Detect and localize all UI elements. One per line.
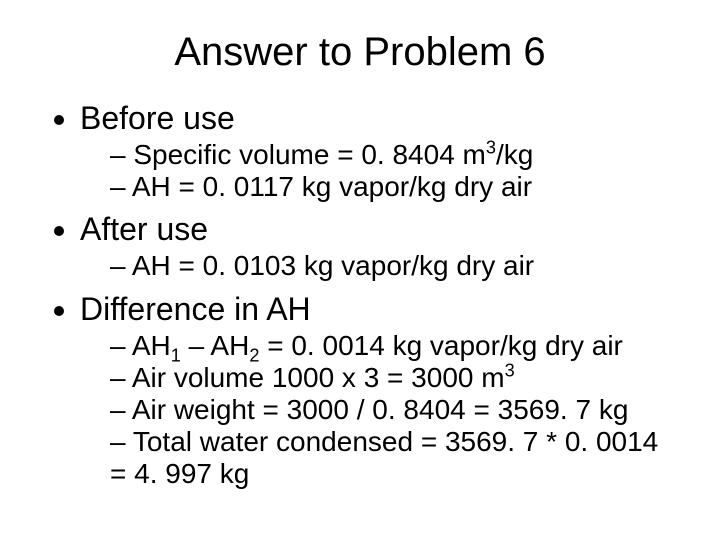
sub-item: Air volume 1000 x 3 = 3000 m3 bbox=[110, 362, 680, 394]
bullet-list: Before use Specific volume = 0. 8404 m3/… bbox=[50, 100, 680, 491]
sub-item: Air weight = 3000 / 0. 8404 = 3569. 7 kg bbox=[110, 394, 680, 426]
bullet-difference: Difference in AH AH1 – AH2 = 0. 0014 kg … bbox=[80, 291, 680, 491]
sub-item: Total water condensed = 3569. 7 * 0. 001… bbox=[110, 426, 680, 490]
bullet-label: After use bbox=[80, 211, 208, 247]
sub-item: AH1 – AH2 = 0. 0014 kg vapor/kg dry air bbox=[110, 330, 680, 362]
bullet-label: Difference in AH bbox=[80, 291, 311, 327]
sub-list: AH = 0. 0103 kg vapor/kg dry air bbox=[80, 250, 680, 282]
slide-title: Answer to Problem 6 bbox=[40, 30, 680, 75]
sub-item: Specific volume = 0. 8404 m3/kg bbox=[110, 139, 680, 171]
sub-item: AH = 0. 0103 kg vapor/kg dry air bbox=[110, 250, 680, 282]
sub-item: AH = 0. 0117 kg vapor/kg dry air bbox=[110, 171, 680, 203]
bullet-after-use: After use AH = 0. 0103 kg vapor/kg dry a… bbox=[80, 211, 680, 282]
bullet-label: Before use bbox=[80, 100, 235, 136]
slide: Answer to Problem 6 Before use Specific … bbox=[0, 0, 720, 540]
bullet-before-use: Before use Specific volume = 0. 8404 m3/… bbox=[80, 100, 680, 203]
sub-list: Specific volume = 0. 8404 m3/kg AH = 0. … bbox=[80, 139, 680, 203]
sub-list: AH1 – AH2 = 0. 0014 kg vapor/kg dry air … bbox=[80, 330, 680, 491]
